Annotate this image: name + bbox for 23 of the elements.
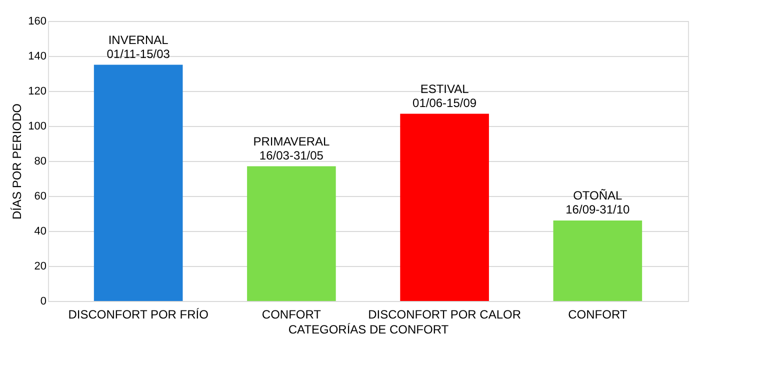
bar bbox=[94, 64, 183, 301]
annotation: OTOÑAL 16/09-31/10 bbox=[566, 188, 630, 216]
bar bbox=[553, 220, 642, 301]
x-tick-label: CONFORT bbox=[262, 308, 322, 322]
y-tick-label: 0 bbox=[40, 296, 46, 308]
y-tick-label: 40 bbox=[34, 226, 46, 238]
annotation: INVERNAL 01/11-15/03 bbox=[106, 32, 170, 61]
bar bbox=[400, 114, 489, 301]
y-tick-label: 80 bbox=[34, 156, 46, 168]
y-tick-label: 120 bbox=[28, 86, 46, 98]
annotation: ESTIVAL 01/06-15/09 bbox=[412, 82, 477, 110]
x-tick-label: CONFORT bbox=[568, 308, 628, 322]
x-axis-title: CATEGORÍAS DE CONFORT bbox=[288, 322, 450, 336]
annotation: PRIMAVERAL 16/03-31/05 bbox=[253, 134, 330, 162]
y-tick-label: 140 bbox=[28, 50, 46, 62]
y-tick-label: 100 bbox=[28, 120, 46, 132]
y-tick-label: 160 bbox=[28, 16, 46, 28]
bar bbox=[247, 166, 336, 301]
y-tick-label: 20 bbox=[34, 260, 46, 272]
x-tick-label: DISCONFORT POR CALOR bbox=[368, 308, 522, 322]
y-axis-title: DÍAS POR PERIODO bbox=[10, 103, 24, 220]
x-tick-label: DISCONFORT POR FRÍO bbox=[68, 308, 208, 322]
y-tick-label: 60 bbox=[34, 190, 46, 202]
